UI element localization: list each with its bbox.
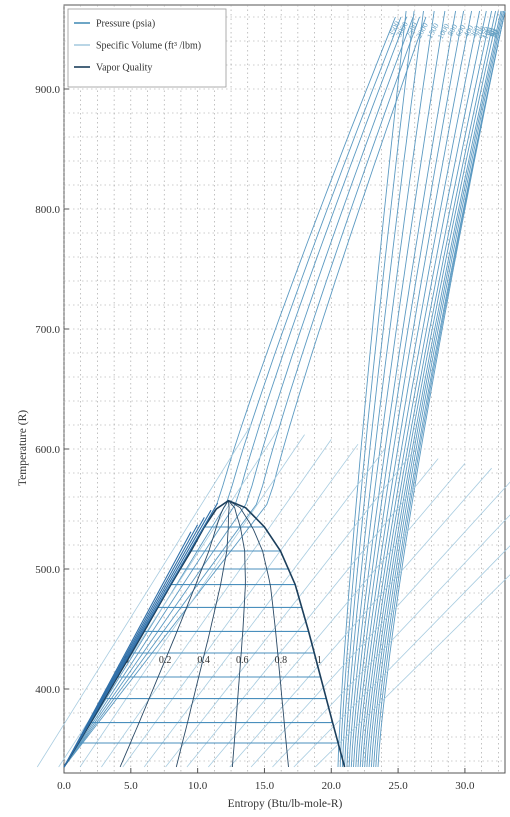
isobar-line	[373, 10, 506, 768]
specific-volume-line	[208, 463, 466, 768]
x-tick-label: 30.0	[455, 780, 475, 792]
quality-label: 0.8	[275, 655, 288, 666]
legend-label: Specific Volume (ft³ /lbm)	[96, 41, 201, 52]
specific-volume-line	[79, 434, 305, 768]
isobar-line	[359, 10, 493, 768]
x-tick-label: 0.0	[57, 780, 71, 792]
isobar-line	[375, 10, 506, 768]
specific-volume-line	[272, 514, 510, 768]
isobar-line	[366, 10, 502, 768]
x-tick-label: 15.0	[255, 780, 275, 792]
isobar-label: 40	[488, 27, 500, 38]
specific-volume-line	[36, 424, 252, 768]
quality-label: 1	[317, 655, 322, 666]
isobar-line	[339, 10, 415, 768]
isobar-line-high	[63, 16, 420, 768]
isobar-line	[348, 10, 457, 768]
isobar-line-high	[63, 16, 408, 768]
isobar-line	[368, 10, 503, 768]
tick-labels: 0.0 5.0 10.0 15.0 20.0 25.0 30.0 400.0 500.0 600.…	[35, 84, 475, 792]
compressed-liquid-line	[63, 531, 192, 768]
x-tick-label: 5.0	[124, 780, 138, 792]
y-tick-label: 900.0	[35, 84, 60, 96]
grid-lines	[63, 5, 505, 773]
legend-box	[67, 8, 227, 88]
isobar-line	[355, 10, 481, 768]
saturation-dome	[63, 499, 346, 768]
quality-line	[119, 500, 229, 768]
isobar-line-high	[63, 16, 427, 768]
quality-lines: 00.20.40.60.81	[78, 500, 339, 768]
isobar-line	[362, 10, 497, 768]
isobar-line	[364, 10, 499, 768]
specific-volume-line	[143, 448, 386, 768]
isobar-line	[341, 10, 424, 768]
specific-volume-line	[165, 453, 412, 768]
x-axis-label: Entropy (Btu/lb-mole-R)	[228, 798, 343, 810]
x-tick-label: 25.0	[388, 780, 408, 792]
isobar-label: 20	[489, 28, 501, 39]
specific-volume-line	[314, 574, 510, 768]
quality-line	[228, 500, 246, 768]
isobar-line	[346, 10, 446, 768]
isobar-label: 60	[486, 27, 498, 38]
specific-volume-line	[186, 458, 439, 768]
legend-label: Vapor Quality	[96, 63, 152, 74]
quality-label: 0.2	[159, 655, 172, 666]
isobar-line-high	[63, 16, 402, 768]
quality-label: 0.4	[197, 655, 210, 666]
x-tick-label: 20.0	[322, 780, 342, 792]
y-tick-label: 400.0	[35, 684, 60, 696]
quality-line	[228, 500, 289, 768]
quality-line	[175, 500, 230, 768]
isobar-line	[337, 10, 407, 768]
isobar-line-high	[63, 16, 414, 768]
x-tick-label: 10.0	[188, 780, 208, 792]
isobar-line	[344, 10, 435, 768]
quality-label: 0.6	[236, 655, 249, 666]
y-axis-label: Temperature (R)	[17, 410, 29, 486]
y-tick-label: 700.0	[35, 324, 60, 336]
pressure-isobars: 3500300025002000150010008006004003002001…	[36, 10, 510, 768]
y-tick-label: 800.0	[35, 204, 60, 216]
isobar-line	[350, 10, 465, 768]
isobar-label: 80	[485, 26, 497, 37]
y-tick-label: 500.0	[35, 564, 60, 576]
specific-volume-line	[122, 443, 359, 768]
isobar-label: 30	[489, 28, 501, 39]
isobar-line	[357, 10, 487, 768]
legend-label: Pressure (psia)	[96, 19, 155, 30]
saturation-dome-curve	[63, 499, 346, 768]
specific-volume-line	[293, 545, 510, 768]
y-tick-label: 600.0	[35, 444, 60, 456]
isobar-label: 10	[489, 29, 501, 40]
specific-volume-line	[229, 467, 492, 768]
legend: Pressure (psia) Specific Volume (ft³ /lbm…	[67, 8, 227, 88]
isobar-line	[370, 10, 505, 768]
specific-volume-line	[250, 481, 510, 768]
